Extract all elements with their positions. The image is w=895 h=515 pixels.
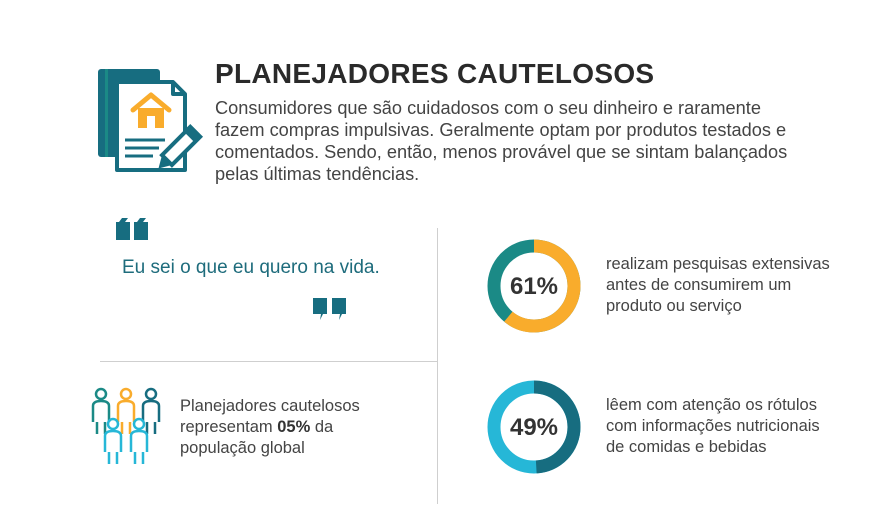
donut-fill-arc <box>487 239 581 333</box>
donut-fill-arc <box>487 380 581 474</box>
house-document-pencil-icon <box>98 69 204 172</box>
donut-label: 61% <box>510 273 558 300</box>
quote-text: Eu sei o que eu quero na vida. <box>122 257 380 278</box>
stat-text-research: realizam pesquisas extensivas antes de c… <box>606 255 830 315</box>
page-title: PLANEJADORES CAUTELOSOS <box>215 58 655 89</box>
quote-close-icon <box>313 298 346 320</box>
donut-chart-49: 49% <box>487 380 581 474</box>
vertical-divider <box>437 228 438 504</box>
population-text: Planejadores cautelosos representam 05% … <box>180 397 360 457</box>
people-group-icon <box>91 387 161 464</box>
donut-chart-61: 61% <box>487 239 581 333</box>
stat-text-labels: lêem com atenção os rótulos com informaç… <box>606 396 820 456</box>
page-description: Consumidores que são cuidadosos com o se… <box>215 98 788 184</box>
quote-open-icon <box>116 218 148 240</box>
population-highlight: 05% <box>277 418 311 436</box>
horizontal-divider <box>100 361 437 362</box>
donut-label: 49% <box>510 414 558 441</box>
